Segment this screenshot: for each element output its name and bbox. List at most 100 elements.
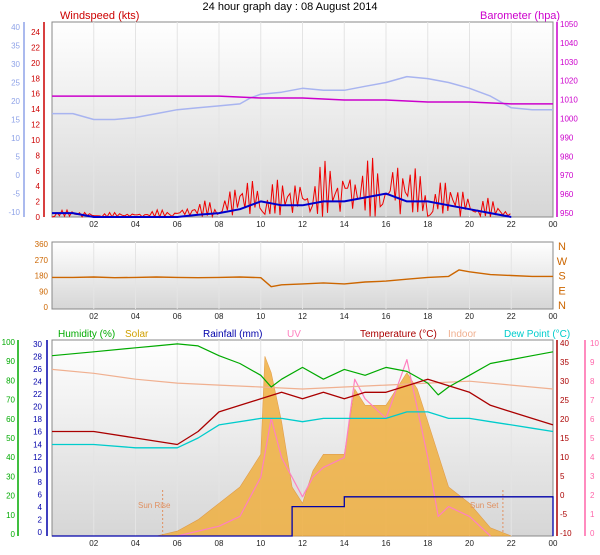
tick-label-rainfall: 18 bbox=[33, 415, 42, 424]
x-tick-label: 06 bbox=[173, 312, 182, 321]
tick-label-humidity: 60 bbox=[6, 415, 15, 424]
tick-label-temperature: 30 bbox=[560, 377, 569, 386]
tick-label-left-inner: 0 bbox=[36, 213, 41, 222]
series-temperature bbox=[52, 378, 554, 446]
annotation-sun-rise: Sun Rise bbox=[138, 501, 171, 510]
tick-label-temperature: 40 bbox=[560, 339, 569, 348]
x-tick-label: 12 bbox=[298, 220, 307, 229]
x-tick-label: 16 bbox=[382, 539, 391, 548]
legend-barometer: Barometer (hpa) bbox=[480, 10, 560, 22]
tick-label-temperature: -10 bbox=[560, 529, 572, 538]
tick-label-rainfall: 6 bbox=[38, 490, 43, 499]
tick-label-humidity: 100 bbox=[2, 338, 16, 347]
tick-label-rainfall: 16 bbox=[33, 428, 42, 437]
compass-label: S bbox=[558, 271, 565, 283]
x-tick-label: 06 bbox=[173, 220, 182, 229]
series-indoor bbox=[51, 368, 554, 390]
tick-label-uv: 6 bbox=[590, 415, 595, 424]
x-tick-label: 16 bbox=[382, 220, 391, 229]
tick-label-left-inner: 8 bbox=[36, 151, 41, 160]
tick-label-uv: 5 bbox=[590, 434, 595, 443]
legend-rainfall: Rainfall (mm) bbox=[203, 329, 262, 340]
tick-label-rainfall: 22 bbox=[33, 390, 42, 399]
tick-label-left-outer: 10 bbox=[11, 134, 20, 143]
tick-label-humidity: 20 bbox=[6, 492, 15, 501]
tick-label-direction: 270 bbox=[35, 256, 49, 265]
tick-label-uv: 2 bbox=[590, 491, 595, 500]
tick-label-temperature: 20 bbox=[560, 415, 569, 424]
tick-label-left-outer: 0 bbox=[16, 171, 21, 180]
legend-uv: UV bbox=[287, 329, 301, 340]
tick-label-right: 1050 bbox=[560, 20, 578, 29]
x-tick-label: 10 bbox=[256, 539, 265, 548]
tick-label-left-outer: 20 bbox=[11, 97, 20, 106]
tick-label-left-inner: 2 bbox=[36, 198, 41, 207]
tick-label-temperature: 15 bbox=[560, 434, 569, 443]
x-tick-label: 02 bbox=[89, 220, 98, 229]
series-windspeed-average bbox=[52, 192, 512, 218]
tick-label-left-inner: 4 bbox=[36, 182, 41, 191]
x-tick-label: 06 bbox=[173, 539, 182, 548]
tick-label-uv: 7 bbox=[590, 396, 595, 405]
legend-indoor: Indoor bbox=[448, 329, 477, 340]
x-tick-label: 14 bbox=[340, 539, 349, 548]
x-tick-label: 00 bbox=[549, 312, 558, 321]
compass-label: W bbox=[557, 256, 568, 268]
tick-label-rainfall: 26 bbox=[33, 365, 42, 374]
tick-label-rainfall: 20 bbox=[33, 403, 42, 412]
x-tick-label: 22 bbox=[507, 539, 516, 548]
x-tick-label: 04 bbox=[131, 312, 140, 321]
tick-label-right: 990 bbox=[560, 133, 574, 142]
x-tick-label: 20 bbox=[465, 539, 474, 548]
tick-label-uv: 4 bbox=[590, 453, 595, 462]
tick-label-left-inner: 20 bbox=[31, 59, 40, 68]
series-uv bbox=[177, 359, 491, 537]
tick-label-left-inner: 24 bbox=[31, 28, 40, 37]
compass-label: E bbox=[558, 285, 565, 297]
tick-label-humidity: 70 bbox=[6, 396, 15, 405]
tick-label-humidity: 0 bbox=[11, 530, 16, 539]
series-humidity bbox=[51, 343, 554, 396]
tick-label-right: 1040 bbox=[560, 39, 578, 48]
compass-label: N bbox=[558, 300, 566, 312]
legend-dewpoint: Dew Point (°C) bbox=[504, 329, 570, 340]
series-solar bbox=[156, 356, 512, 537]
tick-label-rainfall: 14 bbox=[33, 440, 42, 449]
tick-label-temperature: 10 bbox=[560, 453, 569, 462]
tick-label-humidity: 40 bbox=[6, 453, 15, 462]
x-tick-label: 02 bbox=[89, 539, 98, 548]
x-tick-label: 04 bbox=[131, 539, 140, 548]
tick-label-right: 950 bbox=[560, 209, 574, 218]
x-tick-label: 08 bbox=[215, 539, 224, 548]
tick-label-left-inner: 6 bbox=[36, 167, 41, 176]
series-barometer bbox=[52, 95, 553, 105]
x-tick-label: 20 bbox=[465, 220, 474, 229]
compass-label: N bbox=[558, 241, 566, 253]
tick-label-rainfall: 12 bbox=[33, 453, 42, 462]
tick-label-direction: 90 bbox=[39, 287, 48, 296]
tick-label-right: 1030 bbox=[560, 58, 578, 67]
x-tick-label: 20 bbox=[465, 312, 474, 321]
tick-label-rainfall: 4 bbox=[38, 503, 43, 512]
x-tick-label: 10 bbox=[256, 312, 265, 321]
tick-label-right: 1010 bbox=[560, 96, 578, 105]
tick-label-rainfall: 10 bbox=[33, 465, 42, 474]
tick-label-left-outer: 35 bbox=[11, 42, 20, 51]
x-tick-label: 14 bbox=[340, 220, 349, 229]
tick-label-rainfall: 24 bbox=[33, 378, 42, 387]
tick-label-uv: 3 bbox=[590, 472, 595, 481]
x-tick-label: 08 bbox=[215, 220, 224, 229]
tick-label-left-outer: 25 bbox=[11, 79, 20, 88]
tick-label-right: 1020 bbox=[560, 77, 578, 86]
x-tick-label: 22 bbox=[507, 312, 516, 321]
x-tick-label: 12 bbox=[298, 312, 307, 321]
series-rainfall bbox=[52, 496, 554, 537]
x-tick-label: 14 bbox=[340, 312, 349, 321]
tick-label-rainfall: 0 bbox=[38, 528, 43, 537]
tick-label-rainfall: 30 bbox=[33, 340, 42, 349]
x-tick-label: 00 bbox=[549, 220, 558, 229]
tick-label-rainfall: 28 bbox=[33, 353, 42, 362]
tick-label-left-outer: 40 bbox=[11, 23, 20, 32]
tick-label-left-outer: 30 bbox=[11, 60, 20, 69]
x-tick-label: 12 bbox=[298, 539, 307, 548]
